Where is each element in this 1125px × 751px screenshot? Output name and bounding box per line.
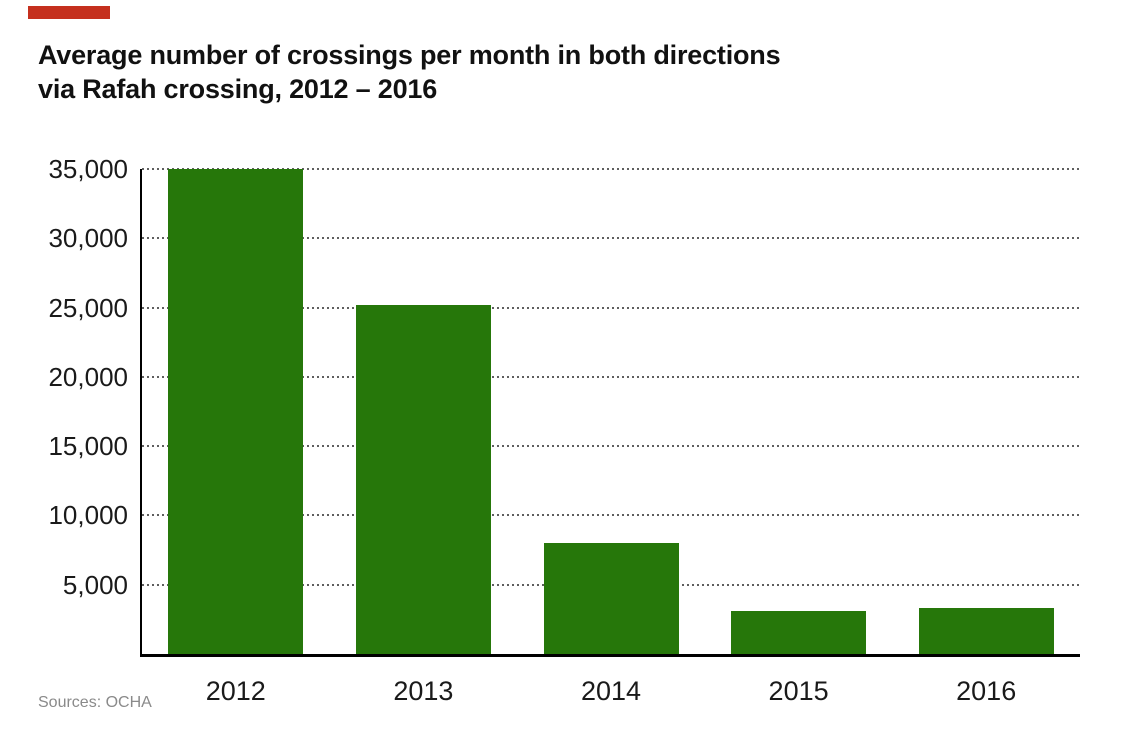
chart-title-line2: via Rafah crossing, 2012 – 2016 xyxy=(38,74,438,104)
y-axis-tick-label: 30,000 xyxy=(48,223,128,254)
x-axis-label-2014: 2014 xyxy=(580,676,642,706)
bar-2012 xyxy=(168,169,304,654)
bar-2015 xyxy=(731,611,867,654)
x-axis-label-2016: 2016 xyxy=(956,676,1017,706)
chart-title: Average number of crossings per month in… xyxy=(38,38,781,106)
y-axis-tick-label: 5,000 xyxy=(62,569,128,600)
bar-2013 xyxy=(355,304,491,654)
y-axis-tick-label: 10,000 xyxy=(48,500,128,531)
y-axis-line xyxy=(140,169,142,657)
gridline-20,000 xyxy=(142,375,1080,378)
gridline-30,000 xyxy=(142,237,1080,240)
y-axis-tick-label: 35,000 xyxy=(48,154,128,184)
bar-2014 xyxy=(543,543,679,654)
y-axis-tick-label: 15,000 xyxy=(48,431,128,462)
gridline-10,000 xyxy=(142,514,1080,517)
x-axis-label-2012: 2012 xyxy=(205,676,266,706)
x-axis-label-2015: 2015 xyxy=(768,676,829,706)
chart-title-line1: Average number of crossings per month in… xyxy=(38,40,781,70)
bar-2016 xyxy=(918,608,1054,654)
gridline-25,000 xyxy=(142,306,1080,309)
gridline-15,000 xyxy=(142,445,1080,448)
gridline-35,000 xyxy=(142,168,1080,170)
x-axis-line xyxy=(140,654,1080,657)
x-axis-label-2013: 2013 xyxy=(393,676,454,706)
source-note: Sources: OCHA xyxy=(38,694,152,711)
y-axis-tick-label: 20,000 xyxy=(48,361,128,392)
brand-bar xyxy=(28,6,110,19)
y-axis-tick-label: 25,000 xyxy=(48,292,128,323)
